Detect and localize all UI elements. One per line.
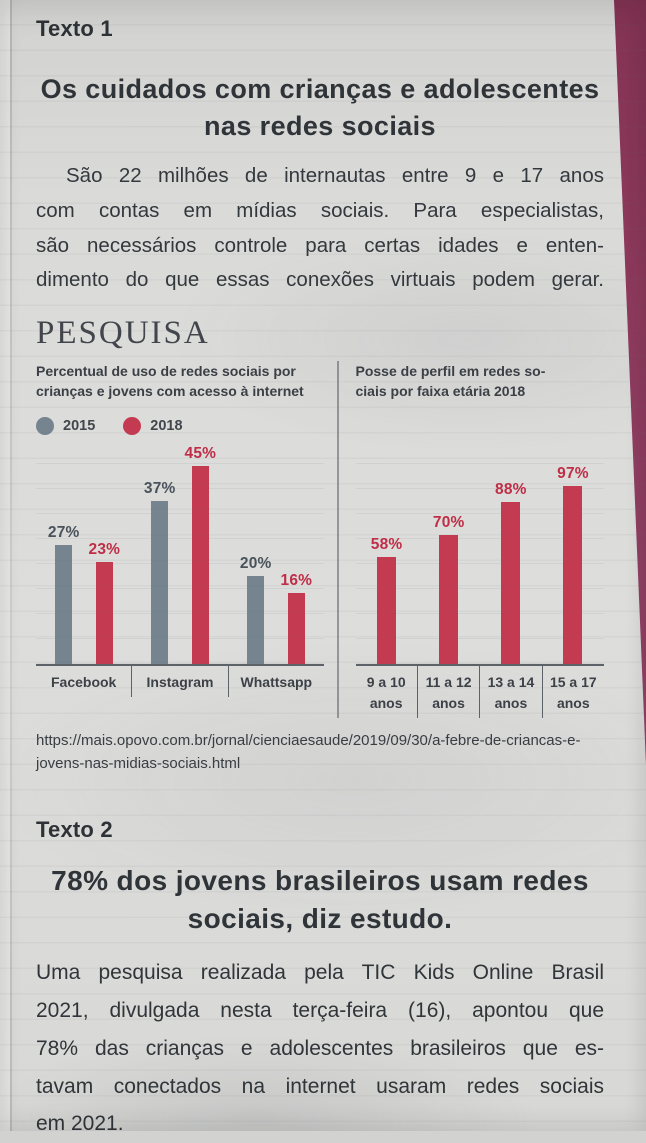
texto1-label: Texto 1 [36,16,113,41]
chart1-title-line2: crianças e jovens com acesso à internet [36,383,304,400]
bar-value-label: 23% [88,541,121,559]
chart2-title-line1: Posse de perfil em redes so- [355,363,546,379]
bar-2018-13-a-14-anos [501,502,521,664]
pesquisa-section-title: PESQUISA [36,315,210,351]
charts-divider-line [337,361,339,718]
texto1-heading: Os cuidados com crianças e adolescentes … [36,71,604,144]
texto2-label: Texto 2 [36,817,113,843]
bar-group-11-a-12-anos: 70% [418,514,480,664]
category-label-whattsapp: Whattsapp [227,665,324,697]
bar-group-13-a-14-anos: 88% [480,481,542,664]
chart-social-network-usage: Percentual de uso de redes sociais por c… [36,361,324,718]
bar-value-label: 70% [432,514,465,532]
category-label-11-a-12-anos: 11 a 12 anos [416,665,479,718]
legend-dot-2018 [123,416,142,435]
chart2-title-line2: ciais por faixa etária 2018 [355,383,526,400]
texto2-heading-line2: redes sociais, diz estudo. [187,865,589,935]
texto1-paragraph: São 22 milhões de internautas entre 9 e … [36,159,604,298]
chart2-category-axis: 9 a 10 anos 11 a 12 anos 13 a 14 anos 15 a 17 a… [356,665,605,718]
paragraph-line: 78% das crianças e adolescentes brasilei… [36,1036,604,1060]
texto1-heading-line1: Os cuidados com crianças e [40,74,416,104]
bar-2015-facebook [55,544,73,664]
chart1-title: Percentual de uso de redes sociais por c… [36,361,324,402]
bar-value-label: 58% [370,536,403,554]
legend-label-2015: 2015 [63,417,96,434]
bar-2018-facebook [95,562,113,664]
paragraph-line: com contas em mídias sociais. Para espec… [36,199,604,223]
bar-value-label: 97% [557,464,589,482]
bar-2015-instagram [151,500,169,664]
source-url-line2: jovens-nas-midias-sociais.html [36,754,241,772]
bar-2018-instagram [191,465,209,664]
category-label-15-a-17-anos: 15 a 17 anos [541,665,604,718]
texto2-heading-line1: 78% dos jovens brasileiros usam [51,865,504,897]
paper-edge-line [10,0,12,1131]
bar-value-label: 16% [280,572,313,590]
paragraph-line: São 22 milhões de internautas entre 9 e … [66,164,604,188]
bar-value-label: 45% [184,444,217,462]
bar-2018-9-a-10-anos [377,557,397,664]
bar-group-15-a-17-anos: 97% [542,465,604,664]
category-label-13-a-14-anos: 13 a 14 anos [479,665,541,718]
bar-value-label: 88% [495,481,527,499]
paper-edge-strip [0,0,10,1131]
legend-item-2018: 2018 [123,416,183,435]
bar-2018-15-a-17-anos [563,485,583,664]
chart1-legend: 2015 2018 [36,414,324,438]
bar-2018-11-a-12-anos [439,535,459,664]
category-label-facebook: Facebook [50,673,117,690]
texto2-paragraph: Uma pesquisa realizada pela TIC Kids Onl… [36,954,604,1143]
paragraph-line: em 2021. [36,1112,124,1136]
chart1-category-axis: Facebook Instagram Whattsapp [36,665,324,697]
chart1-plot-area: 27% 23% 37% 45% 20% 16% [36,445,324,666]
legend-label-2018: 2018 [150,417,183,434]
source-url: https://mais.opovo.com.br/jornal/ciencia… [36,729,604,776]
bar-group-instagram: 37% 45% [132,445,228,664]
category-label-instagram: Instagram [131,665,227,697]
bar-2015-whattsapp [247,575,265,664]
chart-profile-by-age: Posse de perfil em redes so- ciais por f… [339,361,605,718]
bar-2018-whattsapp [287,593,305,664]
bar-value-label: 37% [143,479,176,497]
legend-dot-2015 [36,416,54,435]
category-label-9-a-10-anos: 9 a 10 anos [366,673,406,711]
bar-group-whattsapp: 20% 16% [228,555,324,664]
bar-value-label: 20% [239,554,272,572]
paragraph-line: 2021, divulgada nesta terça-feira (16), … [36,999,604,1023]
legend-item-2015: 2015 [36,416,96,435]
chart2-title: Posse de perfil em redes so- ciais por f… [356,361,605,402]
paragraph-line: tavam conectados na internet usaram rede… [36,1074,604,1098]
chart2-plot-area: 58% 70% 88% 97% [355,445,604,666]
bar-group-facebook: 27% 23% [36,524,132,664]
paragraph-line: Uma pesquisa realizada pela TIC Kids Onl… [36,961,604,985]
texto1-heading-line2: adolescentes nas redes sociais [204,74,600,141]
source-url-line1: https://mais.opovo.com.br/jornal/ciencia… [36,731,581,749]
charts-row: Percentual de uso de redes sociais por c… [36,361,604,718]
paragraph-line: são necessários controle para certas ida… [36,233,604,257]
bar-group-9-a-10-anos: 58% [356,536,418,664]
paragraph-line: dimento do que essas conexões virtuais p… [36,268,604,292]
bar-value-label: 27% [47,523,80,541]
chart1-title-line1: Percentual de uso de redes sociais por [36,363,296,379]
texto2-heading: 78% dos jovens brasileiros usam redes so… [36,862,604,938]
